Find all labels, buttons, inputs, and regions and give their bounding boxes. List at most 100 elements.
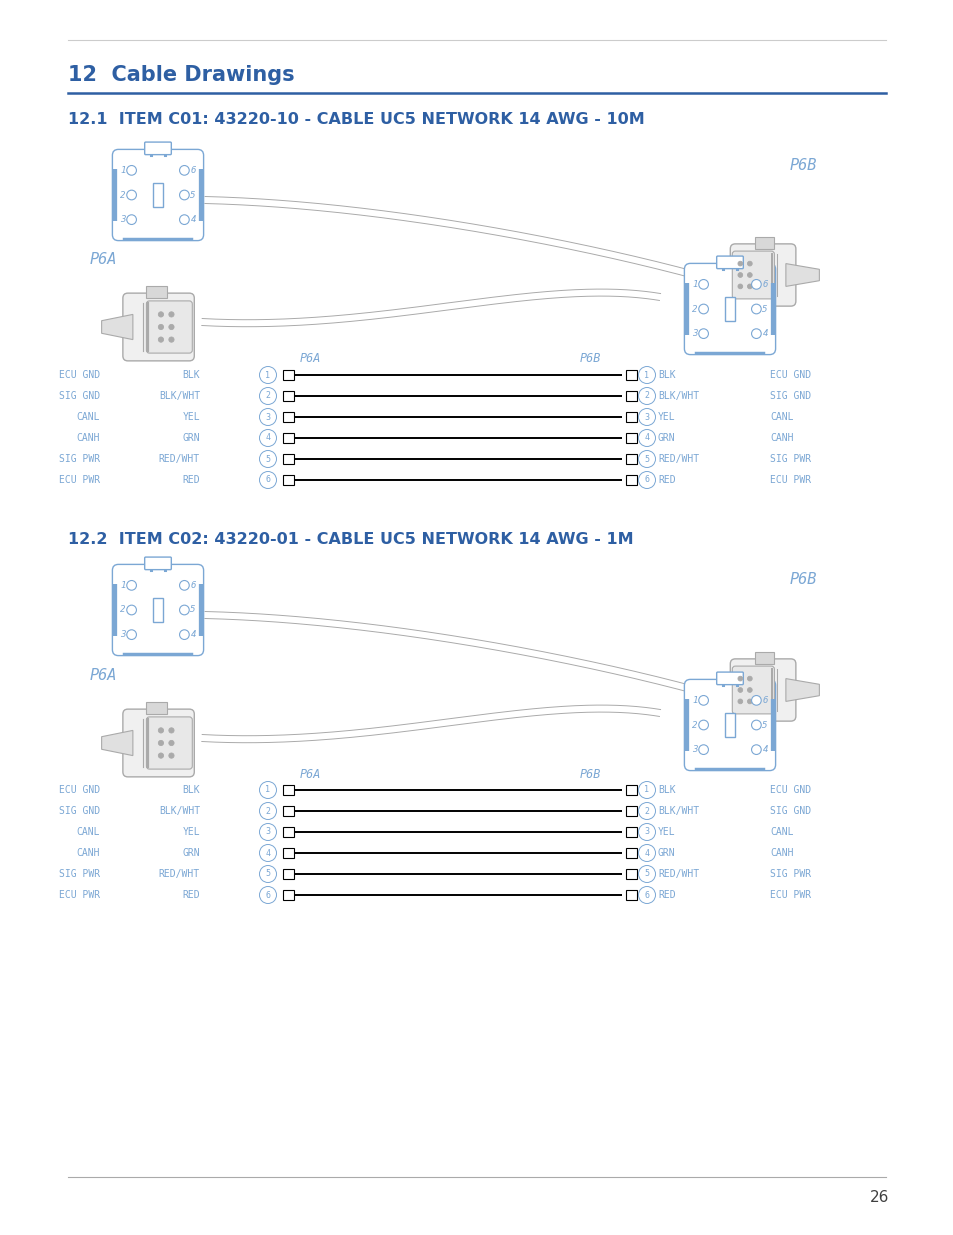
Text: BLK/WHT: BLK/WHT: [658, 806, 699, 816]
Text: YEL: YEL: [658, 412, 675, 422]
Circle shape: [698, 279, 708, 289]
Bar: [625, 412, 637, 422]
FancyBboxPatch shape: [112, 564, 203, 656]
Text: BLK/WHT: BLK/WHT: [159, 806, 200, 816]
Circle shape: [638, 388, 655, 405]
Text: BLK/WHT: BLK/WHT: [658, 391, 699, 401]
Circle shape: [738, 688, 742, 693]
Text: ECU GND: ECU GND: [769, 785, 810, 795]
FancyBboxPatch shape: [146, 716, 193, 769]
Bar: [283, 433, 294, 443]
Text: RED/WHT: RED/WHT: [159, 869, 200, 879]
Circle shape: [259, 866, 276, 883]
Bar: [152, 598, 163, 622]
Circle shape: [751, 304, 760, 314]
Text: 1: 1: [691, 280, 697, 289]
Circle shape: [747, 677, 751, 680]
Text: 3: 3: [644, 412, 649, 421]
Bar: [283, 785, 294, 795]
Text: SIG GND: SIG GND: [59, 806, 100, 816]
Text: GRN: GRN: [182, 848, 200, 858]
Circle shape: [638, 409, 655, 426]
Text: 3: 3: [265, 412, 271, 421]
Text: 2: 2: [120, 190, 126, 200]
Circle shape: [638, 451, 655, 468]
Text: RED: RED: [182, 475, 200, 485]
Text: 5: 5: [191, 190, 195, 200]
Text: SIG PWR: SIG PWR: [59, 869, 100, 879]
Text: BLK: BLK: [658, 370, 675, 380]
Bar: [625, 391, 637, 401]
Bar: [625, 433, 637, 443]
Text: ECU PWR: ECU PWR: [59, 475, 100, 485]
Text: 5: 5: [761, 305, 767, 314]
Circle shape: [738, 699, 742, 704]
FancyBboxPatch shape: [732, 251, 774, 299]
Text: 6: 6: [761, 280, 767, 289]
Circle shape: [638, 782, 655, 799]
Circle shape: [738, 262, 742, 266]
Circle shape: [127, 605, 136, 615]
Circle shape: [169, 337, 173, 342]
Bar: [283, 412, 294, 422]
Text: SIG GND: SIG GND: [769, 391, 810, 401]
FancyBboxPatch shape: [730, 243, 795, 306]
Polygon shape: [102, 315, 132, 340]
Text: CANH: CANH: [76, 433, 100, 443]
Circle shape: [158, 740, 163, 746]
Text: 6: 6: [191, 165, 195, 175]
Bar: [724, 296, 735, 321]
Text: 1: 1: [644, 785, 649, 794]
Text: 1: 1: [691, 695, 697, 705]
Circle shape: [738, 677, 742, 680]
Text: BLK: BLK: [182, 370, 200, 380]
Circle shape: [259, 388, 276, 405]
Text: 2: 2: [691, 720, 697, 730]
Text: ECU GND: ECU GND: [769, 370, 810, 380]
Circle shape: [179, 605, 189, 615]
Text: P6B: P6B: [789, 573, 817, 588]
FancyBboxPatch shape: [146, 301, 193, 353]
Bar: [283, 869, 294, 879]
Circle shape: [127, 190, 136, 200]
Bar: [625, 848, 637, 858]
Text: 4: 4: [644, 433, 649, 442]
Text: 3: 3: [691, 330, 697, 338]
Text: 1: 1: [120, 165, 126, 175]
Bar: [625, 785, 637, 795]
Text: 6: 6: [644, 890, 649, 899]
Bar: [283, 890, 294, 900]
Circle shape: [698, 304, 708, 314]
Text: 4: 4: [265, 848, 271, 857]
Circle shape: [259, 367, 276, 384]
Polygon shape: [785, 678, 819, 701]
Circle shape: [698, 695, 708, 705]
FancyBboxPatch shape: [716, 256, 742, 269]
Text: P6A: P6A: [90, 667, 117, 683]
Text: RED: RED: [182, 890, 200, 900]
Text: CANH: CANH: [769, 433, 793, 443]
Text: 3: 3: [120, 630, 126, 640]
Circle shape: [259, 887, 276, 904]
Text: 2: 2: [120, 605, 126, 615]
Text: ECU PWR: ECU PWR: [769, 890, 810, 900]
Bar: [625, 806, 637, 816]
Circle shape: [751, 329, 760, 338]
Circle shape: [127, 630, 136, 640]
Text: RED/WHT: RED/WHT: [658, 869, 699, 879]
Circle shape: [751, 745, 760, 755]
Text: RED/WHT: RED/WHT: [658, 454, 699, 464]
Circle shape: [158, 753, 163, 758]
Circle shape: [747, 284, 751, 289]
Text: GRN: GRN: [658, 433, 675, 443]
Bar: [283, 827, 294, 837]
Text: 4: 4: [191, 630, 195, 640]
Text: P6A: P6A: [90, 252, 117, 267]
Bar: [152, 183, 163, 207]
Text: RED: RED: [658, 890, 675, 900]
Text: 5: 5: [761, 720, 767, 730]
Text: 2: 2: [265, 391, 271, 400]
FancyBboxPatch shape: [145, 557, 172, 569]
Circle shape: [638, 824, 655, 841]
Text: YEL: YEL: [182, 412, 200, 422]
